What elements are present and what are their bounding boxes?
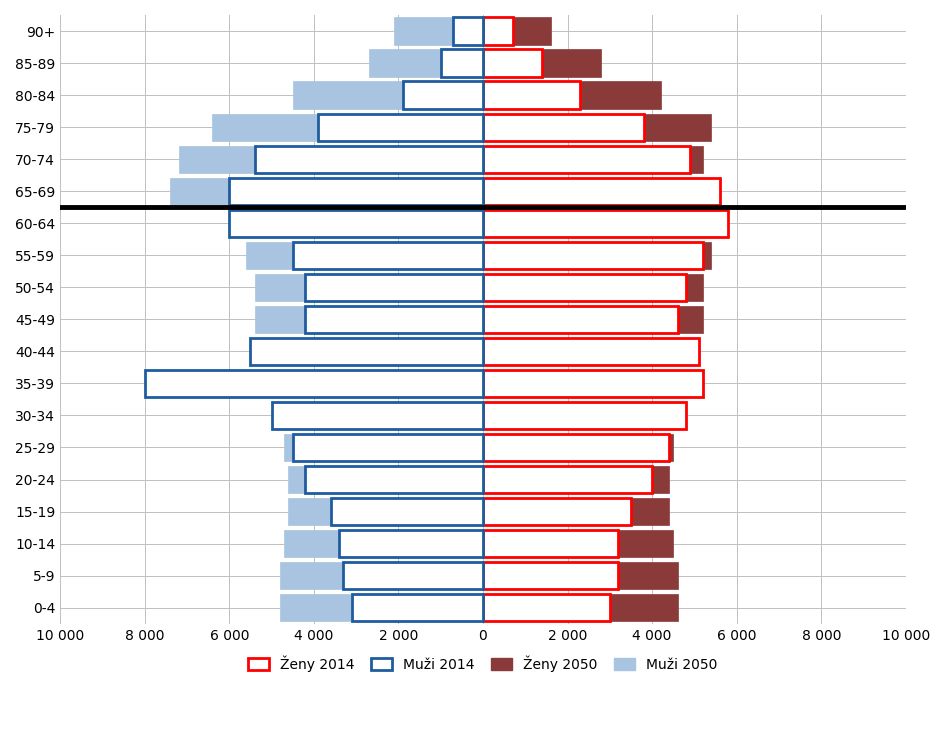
Bar [482,498,668,525]
Bar [482,146,702,173]
Bar [482,306,677,333]
Bar [482,402,685,429]
Bar [351,594,482,621]
Bar [482,113,643,141]
Bar [293,81,482,108]
Bar [254,306,482,333]
Bar [305,466,482,493]
Bar [259,337,482,365]
Bar [482,434,668,461]
Bar [254,274,482,301]
Bar [178,146,482,173]
Bar [246,242,482,269]
Bar [279,594,482,621]
Bar [229,209,482,237]
Bar [339,530,482,557]
Bar [318,113,482,141]
Bar [271,402,482,429]
Bar [482,434,672,461]
Bar [482,337,694,365]
Bar [293,434,482,461]
Bar [343,562,482,589]
Bar [482,178,719,205]
Bar [254,146,482,173]
Bar [284,434,482,461]
Bar [482,81,660,108]
Bar [482,337,698,365]
Bar [482,209,711,237]
Bar [482,530,617,557]
Bar [482,466,668,493]
Bar [482,370,685,397]
Bar [144,370,482,397]
Bar [482,50,542,77]
Bar [242,209,482,237]
Bar [170,178,482,205]
Bar [482,402,677,429]
Bar [482,594,677,621]
Bar [482,594,609,621]
Bar [330,498,482,525]
Bar [482,209,728,237]
Bar [482,113,711,141]
Bar [482,18,550,45]
Bar [482,274,702,301]
Bar [482,50,600,77]
Bar [276,402,482,429]
Bar [482,498,631,525]
Legend: Ženy 2014, Muži 2014, Ženy 2050, Muži 2050: Ženy 2014, Muži 2014, Ženy 2050, Muži 20… [243,650,722,678]
Bar [482,370,702,397]
Bar [284,530,482,557]
Bar [453,18,482,45]
Bar [440,50,482,77]
Bar [279,562,482,589]
Bar [482,81,580,108]
Bar [229,178,482,205]
Bar [482,146,689,173]
Bar [482,18,512,45]
Bar [482,306,702,333]
Bar [288,498,482,525]
Bar [482,242,711,269]
Bar [305,306,482,333]
Bar [212,113,482,141]
Bar [482,178,719,205]
Bar [368,50,482,77]
Bar [482,466,651,493]
Bar [482,562,617,589]
Bar [394,18,482,45]
Bar [482,562,677,589]
Bar [250,337,482,365]
Bar [305,274,482,301]
Bar [482,530,672,557]
Bar [482,242,702,269]
Bar [402,81,482,108]
Bar [482,274,685,301]
Bar [293,242,482,269]
Bar [288,466,482,493]
Bar [271,370,482,397]
